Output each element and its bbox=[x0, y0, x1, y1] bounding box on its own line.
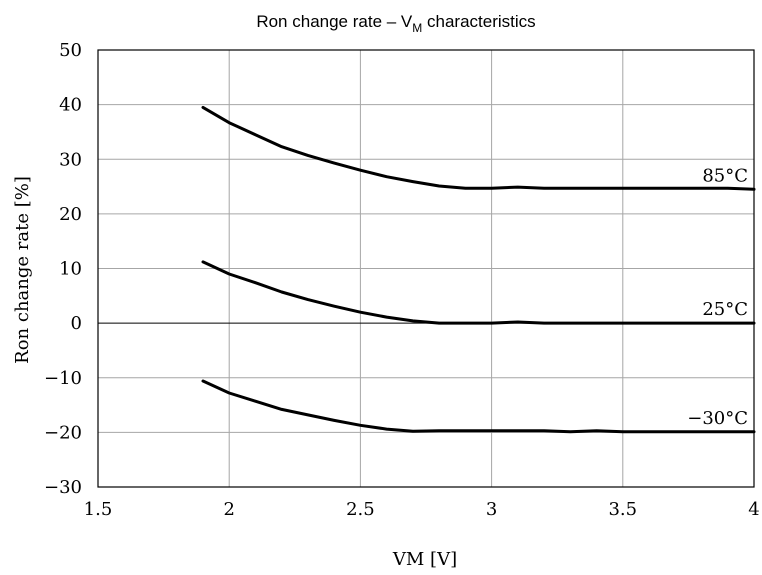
x-tick-label: 4 bbox=[748, 499, 759, 520]
y-tick-label: 0 bbox=[71, 313, 82, 334]
chart-title: Ron change rate – VM characteristics bbox=[256, 12, 535, 35]
chart-title-subscript: M bbox=[412, 21, 422, 35]
y-axis-label: Ron change rate [%] bbox=[12, 176, 33, 364]
x-tick-label: 2 bbox=[223, 499, 234, 520]
x-tick-label: 1.5 bbox=[84, 499, 113, 520]
y-tick-label: 10 bbox=[59, 259, 82, 280]
series-label-3: −30°C bbox=[687, 408, 748, 429]
x-tick-label: 3.5 bbox=[608, 499, 637, 520]
y-tick-label: −10 bbox=[44, 368, 82, 389]
y-tick-label: 40 bbox=[59, 95, 82, 116]
y-tick-label: −30 bbox=[44, 477, 82, 498]
x-tick-labels: 1.5 2 2.5 3 3.5 4 bbox=[84, 499, 760, 520]
series-line-2 bbox=[201, 260, 756, 325]
x-axis-label: VM [V] bbox=[392, 549, 457, 570]
series-line-1 bbox=[201, 105, 756, 191]
y-tick-label: 30 bbox=[59, 149, 82, 170]
plot-frame bbox=[97, 49, 755, 488]
series-lines bbox=[201, 105, 756, 434]
chart-title-suffix: characteristics bbox=[422, 12, 535, 31]
chart-title-prefix: Ron change rate – V bbox=[256, 12, 413, 31]
gridlines bbox=[97, 49, 755, 488]
x-tick-label: 3 bbox=[486, 499, 497, 520]
series-line-3 bbox=[201, 379, 756, 434]
x-tick-label: 2.5 bbox=[346, 499, 375, 520]
series-label-1: 85°C bbox=[702, 165, 748, 186]
series-label-2: 25°C bbox=[702, 299, 748, 320]
y-tick-label: −20 bbox=[44, 422, 82, 443]
series-labels: 85°C 25°C −30°C bbox=[687, 165, 748, 429]
y-tick-label: 20 bbox=[59, 204, 82, 225]
y-tick-label: 50 bbox=[59, 40, 82, 61]
y-tick-labels: 50 40 30 20 10 0 −10 −20 −30 bbox=[44, 40, 82, 498]
